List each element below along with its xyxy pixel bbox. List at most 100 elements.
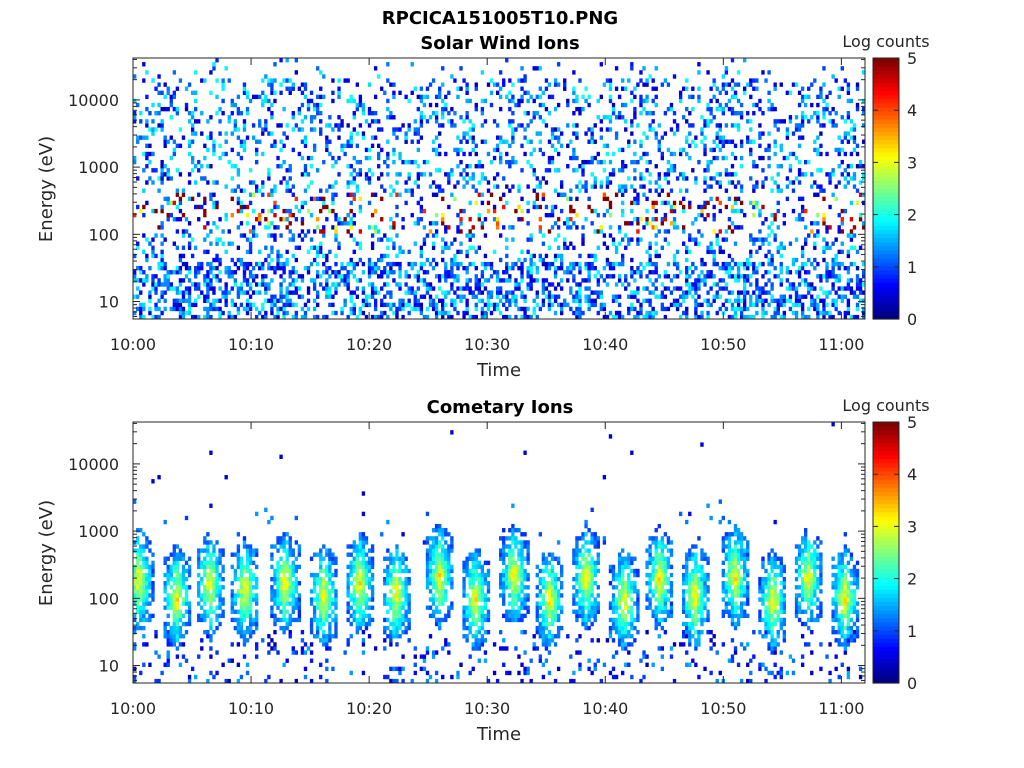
heatmap-cell <box>145 155 149 161</box>
heatmap-cell <box>633 290 637 295</box>
heatmap-cell <box>258 310 262 316</box>
heatmap-cell <box>770 221 774 226</box>
heatmap-cell <box>242 90 247 96</box>
heatmap-cell <box>715 261 719 267</box>
heatmap-cell <box>218 131 222 136</box>
heatmap-cell <box>492 270 497 275</box>
heatmap-cell <box>248 601 253 606</box>
heatmap-cell <box>678 314 683 320</box>
heatmap-cell <box>621 115 625 120</box>
heatmap-cell <box>383 90 387 96</box>
heatmap-cell <box>373 298 378 303</box>
heatmap-cell <box>133 674 137 680</box>
heatmap-cell <box>779 188 783 193</box>
heatmap-cell <box>773 233 777 238</box>
heatmap-cell <box>761 184 765 189</box>
heatmap-cell <box>239 589 244 594</box>
heatmap-cell <box>169 597 173 602</box>
heatmap-cell <box>373 265 378 271</box>
heatmap-cell <box>706 184 710 189</box>
heatmap-cell <box>163 237 167 242</box>
heatmap-cell <box>178 642 183 647</box>
heatmap-cell <box>194 90 198 96</box>
heatmap-cell <box>386 274 390 279</box>
heatmap-cell <box>184 274 189 279</box>
heatmap-cell <box>599 229 603 234</box>
heatmap-cell <box>739 188 744 193</box>
heatmap-cell <box>270 646 274 651</box>
heatmap-cell <box>273 646 277 651</box>
heatmap-cell <box>319 119 323 124</box>
heatmap-cell <box>465 164 469 169</box>
heatmap-cell <box>614 245 619 250</box>
heatmap-cell <box>245 597 250 602</box>
heatmap-cell <box>633 151 637 157</box>
heatmap-cell <box>194 106 198 112</box>
heatmap-cell <box>331 196 335 202</box>
heatmap-cell <box>752 265 756 271</box>
heatmap-cell <box>767 278 771 283</box>
heatmap-cell <box>419 135 424 140</box>
heatmap-cell <box>633 196 637 202</box>
heatmap-cell <box>322 196 326 202</box>
heatmap-cell <box>746 306 750 312</box>
heatmap-cell <box>749 151 753 157</box>
heatmap-cell <box>602 241 607 246</box>
heatmap-cell <box>825 274 829 279</box>
heatmap-cell <box>584 286 588 291</box>
heatmap-cell <box>209 270 213 275</box>
heatmap-cell <box>718 278 722 283</box>
heatmap-cell <box>288 90 292 96</box>
heatmap-cell <box>529 139 533 144</box>
heatmap-cell <box>279 282 283 287</box>
heatmap-cell <box>212 597 216 602</box>
heatmap-cell <box>624 86 628 91</box>
heatmap-cell <box>636 229 640 234</box>
heatmap-cell <box>294 204 298 210</box>
heatmap-cell <box>206 581 210 586</box>
heatmap-cell <box>724 82 729 87</box>
heatmap-cell <box>282 106 286 112</box>
heatmap-cell <box>773 139 777 144</box>
heatmap-cell <box>840 221 844 226</box>
heatmap-cell <box>614 86 619 91</box>
heatmap-cell <box>276 589 280 594</box>
heatmap-cell <box>651 200 655 206</box>
heatmap-cell <box>276 564 280 570</box>
heatmap-cell <box>169 568 173 574</box>
heatmap-cell <box>468 135 472 140</box>
heatmap-cell <box>590 265 594 271</box>
heatmap-cell <box>532 188 536 193</box>
heatmap-cell <box>608 115 613 120</box>
colorbar-segment <box>873 278 899 283</box>
heatmap-cell <box>819 310 823 316</box>
heatmap-cell <box>733 82 738 87</box>
heatmap-cell <box>755 184 759 189</box>
heatmap-cell <box>190 155 195 161</box>
heatmap-cell <box>657 253 661 259</box>
heatmap-cell <box>245 552 250 557</box>
heatmap-cell <box>181 576 186 582</box>
heatmap-cell <box>401 306 405 312</box>
heatmap-cell <box>166 634 170 639</box>
heatmap-cell <box>685 119 689 124</box>
heatmap-cell <box>514 208 518 214</box>
colorbar-segment <box>873 290 899 296</box>
heatmap-cell <box>700 270 704 275</box>
heatmap-cell <box>187 568 192 574</box>
heatmap-cell <box>279 536 283 541</box>
heatmap-cell <box>206 629 210 635</box>
heatmap-cell <box>438 184 442 189</box>
heatmap-cell <box>319 131 323 136</box>
heatmap-cell <box>218 237 222 242</box>
heatmap-cell <box>395 127 399 132</box>
heatmap-cell <box>822 302 826 308</box>
heatmap-cell <box>197 552 201 557</box>
heatmap-cell <box>218 597 222 602</box>
heatmap-cell <box>334 282 338 287</box>
heatmap-cell <box>444 290 448 295</box>
heatmap-cell <box>291 601 295 606</box>
heatmap-cell <box>380 314 384 320</box>
heatmap-cell <box>319 102 323 108</box>
heatmap-cell <box>187 556 192 561</box>
